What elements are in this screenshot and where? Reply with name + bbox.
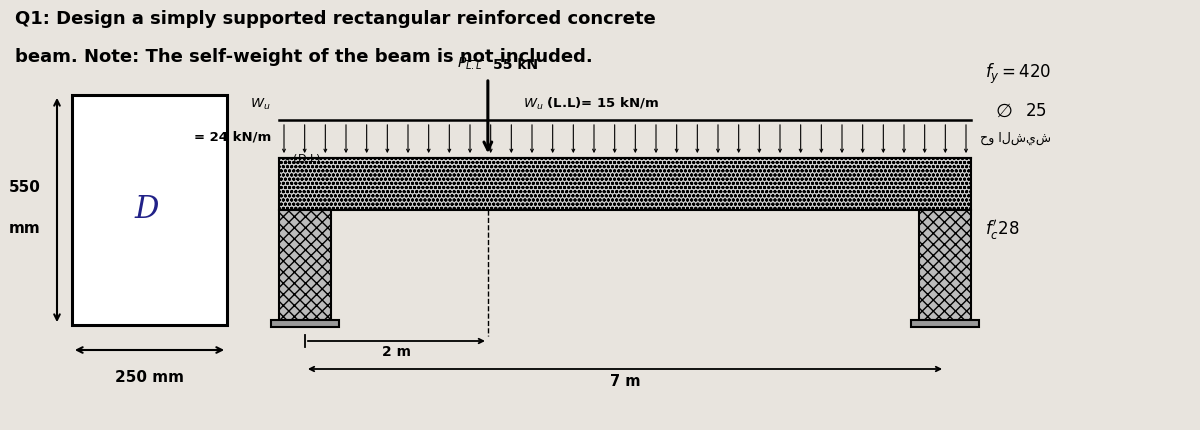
Text: $W_u$ (L.L)= 15 kN/m: $W_u$ (L.L)= 15 kN/m bbox=[523, 96, 659, 112]
Text: 2 m: 2 m bbox=[382, 345, 410, 359]
Text: D: D bbox=[134, 194, 158, 225]
Bar bbox=[911, 320, 979, 327]
Text: $W_u$: $W_u$ bbox=[251, 97, 271, 112]
Bar bbox=[278, 210, 331, 320]
Bar bbox=[72, 95, 227, 325]
Text: 250 mm: 250 mm bbox=[115, 370, 184, 385]
Text: 55 kN: 55 kN bbox=[493, 58, 538, 72]
Text: $\varnothing$: $\varnothing$ bbox=[995, 102, 1013, 121]
Text: حو الشيش: حو الشيش bbox=[980, 132, 1051, 145]
Bar bbox=[278, 158, 971, 210]
Text: beam. Note: The self-weight of the beam is not included.: beam. Note: The self-weight of the beam … bbox=[14, 48, 593, 66]
Bar bbox=[271, 320, 340, 327]
Text: $f_c' 28$: $f_c' 28$ bbox=[985, 218, 1020, 242]
Text: 550: 550 bbox=[10, 179, 41, 194]
Text: mm: mm bbox=[10, 221, 41, 236]
Text: 7 m: 7 m bbox=[610, 374, 641, 389]
Text: $P_{\overline{L.L}}$: $P_{\overline{L.L}}$ bbox=[457, 55, 482, 72]
Bar bbox=[919, 210, 971, 320]
Text: = 24 kN/m: = 24 kN/m bbox=[193, 130, 271, 143]
Bar bbox=[278, 210, 331, 320]
Bar bbox=[278, 158, 971, 210]
Bar bbox=[919, 210, 971, 320]
Text: Q1: Design a simply supported rectangular reinforced concrete: Q1: Design a simply supported rectangula… bbox=[14, 10, 655, 28]
Text: $25$: $25$ bbox=[1025, 102, 1046, 120]
Text: $f_y = 420$: $f_y = 420$ bbox=[985, 62, 1051, 86]
Text: $_u$ (D.L): $_u$ (D.L) bbox=[284, 152, 320, 166]
